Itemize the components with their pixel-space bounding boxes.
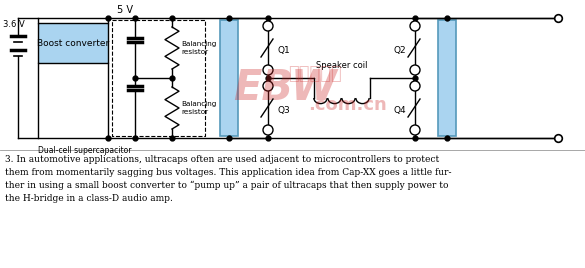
Text: Balancing
resistor: Balancing resistor — [181, 101, 216, 115]
Text: Q2: Q2 — [393, 46, 406, 54]
Circle shape — [263, 65, 273, 75]
FancyBboxPatch shape — [220, 20, 238, 136]
Circle shape — [263, 125, 273, 135]
Text: Balancing
resistor: Balancing resistor — [181, 41, 216, 55]
Text: 3. In automotive applications, ultracaps often are used adjacent to microcontrol: 3. In automotive applications, ultracaps… — [5, 155, 452, 203]
Text: EBW: EBW — [233, 67, 337, 109]
Text: Q3: Q3 — [277, 106, 290, 114]
Text: Dual-cell supercapacitor: Dual-cell supercapacitor — [38, 146, 132, 155]
Circle shape — [410, 65, 420, 75]
Circle shape — [410, 21, 420, 31]
Circle shape — [410, 125, 420, 135]
Text: Q4: Q4 — [393, 106, 406, 114]
Circle shape — [410, 81, 420, 91]
Circle shape — [263, 21, 273, 31]
Text: Boost converter: Boost converter — [37, 39, 109, 47]
FancyBboxPatch shape — [38, 23, 108, 63]
Text: 3.6 V: 3.6 V — [3, 20, 25, 29]
Text: 元器件世界: 元器件世界 — [288, 65, 342, 83]
FancyBboxPatch shape — [438, 20, 456, 136]
Text: Q1: Q1 — [277, 46, 290, 54]
Text: Speaker coil: Speaker coil — [316, 61, 367, 70]
Circle shape — [263, 81, 273, 91]
Text: 5 V: 5 V — [117, 5, 133, 15]
Text: .com.cn: .com.cn — [309, 96, 387, 114]
